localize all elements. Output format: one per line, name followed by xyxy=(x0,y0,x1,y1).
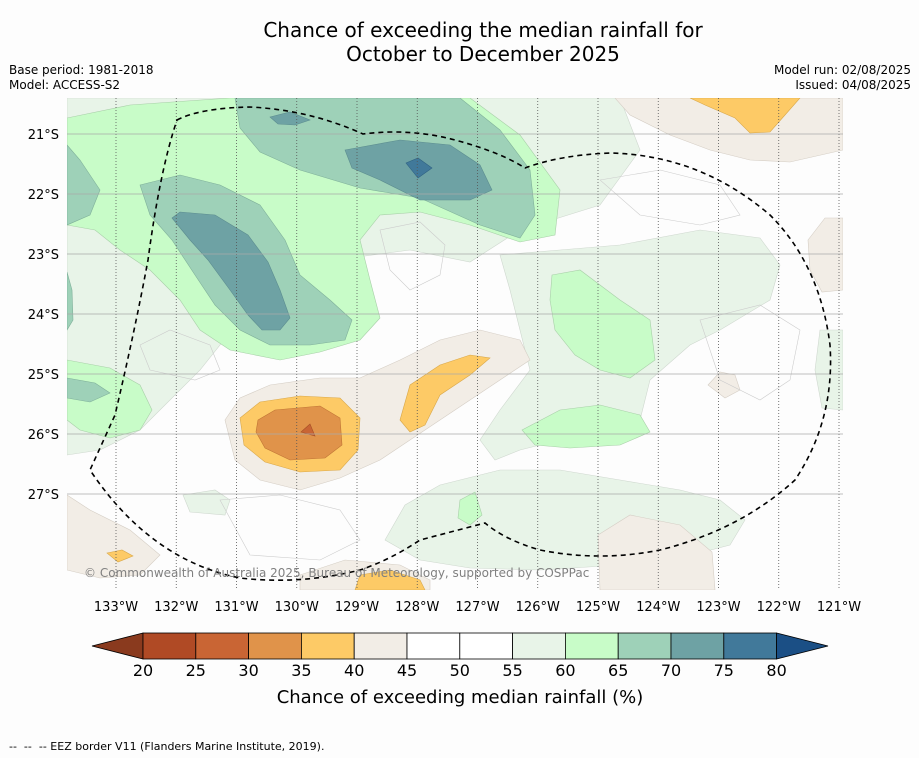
contour-75-80 xyxy=(405,157,433,179)
colorbar-swatch xyxy=(512,632,566,660)
lat-tick-label: 22°S xyxy=(28,188,59,203)
contour-65-70 xyxy=(67,271,74,331)
colorbar-tick-label: 50 xyxy=(450,661,470,680)
colorbar-swatch xyxy=(248,632,302,660)
latitude-labels: 21°S 22°S 23°S 24°S 25°S 26°S 27°S xyxy=(28,128,59,503)
colorbar: 20 25 30 35 40 45 50 55 60 65 70 75 80 xyxy=(91,632,829,680)
minor-contours xyxy=(139,169,801,561)
contour-55-60 xyxy=(182,489,231,516)
contour-70-75 xyxy=(171,211,291,331)
lon-tick-label: 122°W xyxy=(757,600,801,615)
contour-60-65 xyxy=(549,269,656,379)
chart-title: Chance of exceeding the median rainfall … xyxy=(0,18,919,66)
colorbar-label: Chance of exceeding median rainfall (%) xyxy=(277,687,644,708)
colorbar-swatch xyxy=(353,632,408,660)
contour-60-65 xyxy=(521,404,651,449)
contour-65-70 xyxy=(67,377,111,403)
contour-40-45 xyxy=(807,217,843,293)
issued-date: Issued: 04/08/2025 xyxy=(795,78,911,92)
colorbar-tick-label: 25 xyxy=(186,661,206,680)
meta-left: Base period: 1981-2018 Model: ACCESS-S2 xyxy=(9,63,154,93)
colorbar-swatch xyxy=(300,632,355,660)
lat-tick-label: 25°S xyxy=(28,368,59,383)
contour-35-40 xyxy=(106,549,134,563)
meta-right: Model run: 02/08/2025 Issued: 04/08/2025 xyxy=(774,63,911,93)
contour-line xyxy=(379,221,446,291)
contour-line xyxy=(599,169,741,226)
lon-tick-label: 133°W xyxy=(94,600,138,615)
colorbar-swatch xyxy=(723,632,777,660)
lon-tick-label: 131°W xyxy=(214,600,258,615)
colorbar-tick-label: 45 xyxy=(397,661,417,680)
lon-tick-label: 125°W xyxy=(576,600,620,615)
footer-note: -- -- -- EEZ border V11 (Flanders Marine… xyxy=(9,740,325,753)
lon-tick-label: 130°W xyxy=(275,600,319,615)
colorbar-tick-label: 30 xyxy=(238,661,258,680)
lon-tick-label: 121°W xyxy=(817,600,861,615)
title-line-1: Chance of exceeding the median rainfall … xyxy=(263,18,703,42)
lon-tick-label: 132°W xyxy=(154,600,198,615)
colorbar-swatch xyxy=(142,632,197,660)
lat-tick-label: 23°S xyxy=(28,248,59,263)
colorbar-tick-label: 75 xyxy=(714,661,734,680)
colorbar-swatch xyxy=(670,632,725,660)
colorbar-under-arrow xyxy=(91,632,144,660)
colorbar-tick-label: 55 xyxy=(502,661,522,680)
colorbar-swatch xyxy=(195,632,250,660)
longitude-labels: 133°W 132°W 131°W 130°W 129°W 128°W 127°W 126°W… xyxy=(94,600,861,615)
lat-tick-label: 24°S xyxy=(28,308,59,323)
lon-tick-label: 124°W xyxy=(636,600,680,615)
lon-tick-label: 128°W xyxy=(395,600,439,615)
colorbar-tick-label: 20 xyxy=(133,661,153,680)
contour-70-75 xyxy=(269,111,311,126)
colorbar-tick-label: 80 xyxy=(766,661,786,680)
lon-tick-label: 127°W xyxy=(455,600,499,615)
copyright-notice: © Commonwealth of Australia 2025, Bureau… xyxy=(84,566,589,580)
base-period: Base period: 1981-2018 xyxy=(9,63,154,77)
colorbar-swatch xyxy=(459,632,513,660)
contour-30-35 xyxy=(255,405,343,461)
colorbar-tick-label: 70 xyxy=(661,661,681,680)
colorbar-tick-label: 40 xyxy=(344,661,364,680)
model-run: Model run: 02/08/2025 xyxy=(773,63,911,77)
model-name: Model: ACCESS-S2 xyxy=(9,78,121,92)
contour-35-40 xyxy=(354,569,426,590)
map-gridlines xyxy=(67,98,843,590)
contour-line xyxy=(219,494,361,561)
lat-tick-label: 27°S xyxy=(28,488,59,503)
colorbar-tick-label: 65 xyxy=(608,661,628,680)
contour-65-70 xyxy=(67,144,101,226)
contour-line xyxy=(139,329,221,381)
lon-tick-label: 126°W xyxy=(516,600,560,615)
colorbar-tick-label: 35 xyxy=(291,661,311,680)
colorbar-swatch xyxy=(565,632,619,660)
lat-tick-label: 21°S xyxy=(28,128,59,143)
map-plot-area xyxy=(67,98,843,590)
colorbar-tick-label: 60 xyxy=(555,661,575,680)
colorbar-swatch xyxy=(406,632,461,660)
colorbar-swatch xyxy=(617,632,672,660)
lat-tick-label: 26°S xyxy=(28,428,59,443)
lon-tick-label: 129°W xyxy=(335,600,379,615)
contour-line xyxy=(699,304,801,401)
colorbar-over-arrow xyxy=(776,632,829,660)
contour-35-40 xyxy=(689,98,801,134)
contour-40-45 xyxy=(67,494,161,579)
lon-tick-label: 123°W xyxy=(696,600,740,615)
title-line-2: October to December 2025 xyxy=(346,42,620,66)
contour-40-45 xyxy=(597,514,716,590)
contour-60-65 xyxy=(457,491,483,526)
